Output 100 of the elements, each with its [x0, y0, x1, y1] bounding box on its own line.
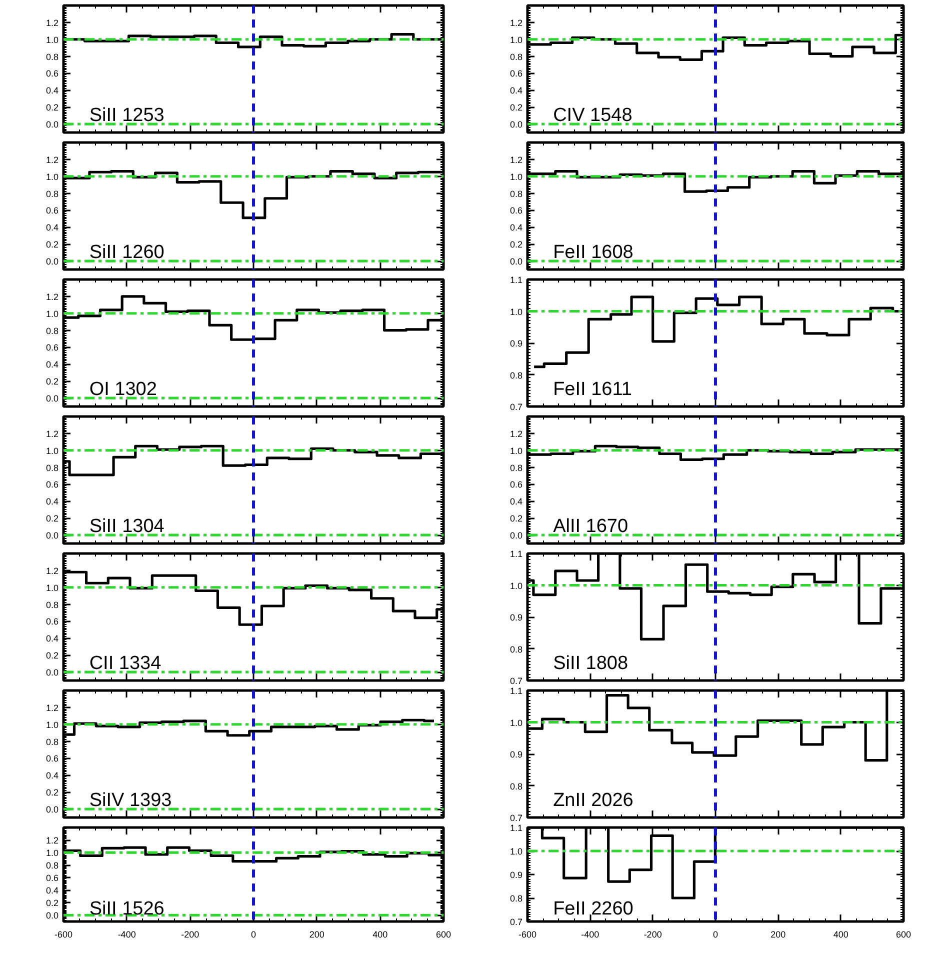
- y-tick-label: 0.8: [510, 52, 523, 62]
- y-tick-label: 0.6: [46, 616, 59, 627]
- y-tick-label: 0.8: [510, 781, 523, 792]
- y-tick-label: 0.2: [510, 240, 523, 250]
- y-tick-label: 1.0: [510, 580, 523, 591]
- x-tick-label: -200: [181, 930, 200, 940]
- annotation: FeII 2260: [553, 898, 634, 920]
- x-tick-label: -400: [118, 930, 136, 940]
- y-tick-label: 1.2: [510, 18, 523, 28]
- y-tick-label: 0.8: [46, 736, 59, 747]
- y-tick-label: 0.6: [510, 68, 523, 79]
- y-tick-label: 0.6: [46, 206, 59, 216]
- y-tick-label: 1.1: [510, 823, 523, 833]
- y-tick-label: 1.2: [46, 18, 59, 28]
- y-tick-label: 0.2: [46, 788, 59, 798]
- annotation: ZnII 2026: [553, 790, 634, 811]
- y-tick-label: 0.2: [510, 102, 523, 113]
- y-tick-label: 0.8: [510, 644, 523, 654]
- y-tick-label: 0.4: [46, 222, 59, 233]
- y-tick-label: 1.0: [46, 582, 59, 593]
- y-tick-label: 1.0: [46, 848, 59, 858]
- y-tick-label: 0.4: [46, 770, 59, 781]
- y-tick-label: 0.2: [46, 650, 59, 661]
- y-tick-label: 0.9: [510, 612, 523, 622]
- y-tick-label: 1.2: [46, 428, 59, 439]
- x-tick-label: -600: [518, 930, 537, 940]
- y-tick-label: 0.7: [510, 917, 523, 927]
- y-tick-label: 0.8: [510, 894, 523, 904]
- y-tick-label: 0.2: [46, 376, 59, 387]
- y-tick-label: 0.2: [510, 514, 523, 524]
- y-tick-label: 0.9: [510, 338, 523, 348]
- y-tick-label: 0.4: [510, 222, 523, 233]
- annotation: SiII 1808: [553, 652, 628, 674]
- annotation: CII 1334: [89, 652, 162, 674]
- y-tick-label: 0.0: [46, 394, 59, 404]
- y-tick-label: 0.0: [510, 530, 523, 541]
- y-tick-label: 1.2: [46, 702, 59, 713]
- y-tick-label: 0.0: [46, 530, 59, 541]
- y-tick-label: 0.6: [46, 873, 59, 884]
- y-tick-label: 0.2: [46, 514, 59, 524]
- x-tick-label: 400: [833, 930, 848, 940]
- x-tick-label: 200: [770, 930, 786, 940]
- y-tick-label: 1.0: [510, 718, 523, 728]
- annotation: SiIV 1393: [89, 790, 172, 811]
- y-tick-label: 0.6: [46, 480, 59, 490]
- y-tick-label: 0.8: [46, 462, 59, 473]
- y-tick-label: 1.0: [46, 172, 59, 182]
- y-tick-label: 0.8: [46, 52, 59, 62]
- annotation: SiII 1526: [89, 898, 164, 920]
- y-tick-label: 0.8: [510, 188, 523, 199]
- y-tick-label: 1.2: [46, 292, 59, 302]
- y-tick-label: 0.0: [46, 256, 59, 267]
- y-tick-label: 1.2: [46, 154, 59, 165]
- y-tick-label: 0.6: [510, 206, 523, 216]
- x-tick-label: 400: [372, 930, 388, 940]
- y-tick-label: 0.9: [510, 870, 523, 880]
- y-tick-label: 0.7: [510, 402, 523, 412]
- y-tick-label: 1.0: [46, 308, 59, 319]
- y-tick-label: 1.1: [510, 275, 523, 285]
- y-tick-label: 1.2: [46, 566, 59, 576]
- y-tick-label: 0.8: [46, 326, 59, 336]
- y-tick-label: 0.0: [46, 910, 59, 921]
- y-tick-label: 0.6: [46, 342, 59, 353]
- y-tick-label: 0.6: [46, 68, 59, 79]
- y-tick-label: 1.0: [510, 446, 523, 456]
- y-tick-label: 0.0: [46, 804, 59, 815]
- x-tick-label: -200: [644, 930, 662, 940]
- x-tick-label: 0: [712, 930, 718, 940]
- x-tick-label: 200: [309, 930, 324, 940]
- y-tick-label: 0.4: [46, 86, 59, 96]
- y-tick-label: 0.6: [510, 480, 523, 490]
- x-tick-label: -400: [581, 930, 600, 940]
- y-tick-label: 0.6: [46, 754, 59, 764]
- y-tick-label: 1.0: [46, 446, 59, 456]
- y-tick-label: 1.0: [510, 846, 523, 856]
- y-tick-label: 0.4: [46, 360, 59, 370]
- annotation: OI 1302: [89, 378, 157, 400]
- annotation: SiII 1260: [89, 242, 164, 263]
- annotation: FeII 1611: [553, 378, 632, 400]
- y-tick-label: 0.4: [510, 86, 523, 96]
- y-tick-label: 0.0: [510, 120, 523, 130]
- y-tick-label: 0.4: [46, 886, 59, 896]
- y-tick-label: 0.8: [510, 462, 523, 473]
- y-tick-label: 0.8: [46, 860, 59, 871]
- y-tick-label: 1.1: [510, 549, 523, 559]
- y-tick-label: 0.2: [46, 898, 59, 908]
- y-tick-label: 0.0: [510, 256, 523, 267]
- y-tick-label: 0.8: [46, 188, 59, 199]
- y-tick-label: 0.4: [46, 496, 59, 507]
- x-tick-label: 600: [896, 930, 912, 940]
- annotation: FeII 1608: [553, 242, 634, 263]
- y-tick-label: 1.0: [46, 34, 59, 45]
- y-tick-label: 0.7: [510, 813, 523, 823]
- y-tick-label: 1.0: [510, 172, 523, 182]
- y-tick-label: 0.8: [46, 600, 59, 610]
- y-tick-label: 0.7: [510, 676, 523, 686]
- y-tick-label: 1.1: [510, 686, 523, 696]
- y-tick-label: 1.2: [510, 154, 523, 165]
- x-tick-label: 0: [250, 930, 256, 940]
- x-tick-label: -600: [54, 930, 73, 940]
